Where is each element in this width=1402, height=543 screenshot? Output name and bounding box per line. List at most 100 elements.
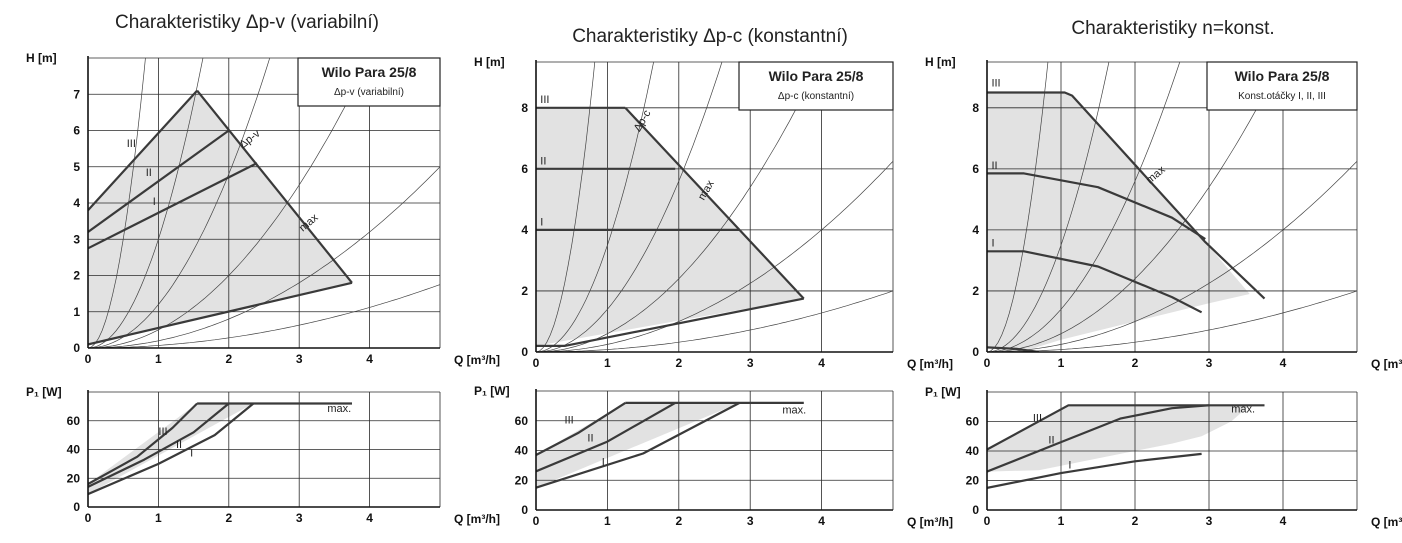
operating-region-fill — [536, 107, 804, 346]
curve-label: max. — [327, 403, 351, 415]
y-axis-label: P₁ [W] — [26, 385, 62, 399]
y-axis-label: P₁ [W] — [474, 384, 510, 398]
system-curve — [987, 62, 1181, 352]
system-curve — [88, 58, 370, 348]
x-tick-label: 1 — [1058, 356, 1065, 370]
series-line-min — [987, 346, 1039, 352]
curve-label: I — [153, 196, 156, 208]
y-tick-label: 0 — [972, 503, 979, 517]
series-line-ii — [987, 172, 1206, 241]
x-tick-label: 4 — [818, 514, 825, 528]
y-tick-label: 40 — [67, 443, 81, 457]
system-curve — [536, 290, 893, 352]
y-tick-label: 40 — [966, 444, 980, 458]
y-tick-label: 20 — [966, 474, 980, 488]
x-tick-label: 0 — [85, 352, 92, 366]
series-line-ii — [88, 402, 230, 488]
y-axis-label: P₁ [W] — [925, 385, 961, 399]
y-tick-label: 20 — [67, 471, 81, 485]
x-tick-label: 0 — [533, 356, 540, 370]
series-line-min — [536, 297, 805, 347]
y-tick-label: 4 — [521, 223, 528, 237]
x-tick-label: 3 — [747, 514, 754, 528]
x-tick-label: 2 — [1132, 514, 1139, 528]
curve-label: max. — [782, 404, 806, 416]
curve-label: I — [602, 456, 605, 468]
series-line-i — [88, 162, 258, 250]
y-tick-label: 2 — [521, 284, 528, 298]
y-tick-label: 0 — [521, 503, 528, 517]
legend-subtitle: Δp-v (variabilní) — [334, 87, 404, 98]
y-tick-label: 60 — [966, 415, 980, 429]
x-axis-label: Q [m³/h] — [1371, 357, 1402, 371]
series-line-ii — [987, 404, 1210, 473]
x-axis-label: Q [m³/h] — [907, 515, 953, 529]
y-tick-label: 2 — [73, 269, 80, 283]
y-tick-label: 4 — [972, 223, 979, 237]
y-tick-label: 60 — [515, 414, 529, 428]
legend-subtitle: Δp-c (konstantní) — [778, 91, 854, 102]
x-tick-label: 3 — [1206, 356, 1213, 370]
x-tick-label: 0 — [984, 356, 991, 370]
x-tick-label: 1 — [1058, 514, 1065, 528]
series-line-iii — [88, 89, 198, 212]
legend-title: Wilo Para 25/8 — [322, 64, 417, 80]
series-line-i — [88, 402, 255, 496]
y-tick-label: 6 — [521, 162, 528, 176]
x-axis-label: Q [m³/h] — [454, 353, 500, 367]
series-line-max — [624, 107, 805, 300]
system-curve — [987, 62, 1282, 352]
curve-label: II — [587, 433, 593, 445]
legend-title: Wilo Para 25/8 — [769, 68, 864, 84]
system-curve — [536, 62, 723, 352]
series-line-i — [987, 452, 1202, 489]
curve-label: I — [540, 216, 543, 228]
series-line-i — [987, 250, 1203, 314]
x-tick-label: 4 — [1280, 514, 1287, 528]
x-tick-label: 0 — [984, 514, 991, 528]
curve-label: II — [540, 155, 546, 167]
x-tick-label: 1 — [155, 352, 162, 366]
curve-label: II — [1048, 435, 1054, 447]
x-tick-label: 4 — [366, 352, 373, 366]
system-curve — [987, 160, 1357, 352]
x-tick-label: 2 — [225, 352, 232, 366]
operating-region-fill — [88, 90, 352, 345]
chart-title-dpv: Charakteristiky Δp-v (variabilní) — [115, 12, 379, 33]
y-tick-label: 60 — [67, 414, 81, 428]
system-curve — [536, 160, 893, 352]
y-axis-label: H [m] — [925, 55, 956, 69]
system-curve — [987, 290, 1357, 352]
x-tick-label: 3 — [296, 511, 303, 525]
x-tick-label: 1 — [155, 511, 162, 525]
legend-box-1: Wilo Para 25/8 Δp-c (konstantní) — [738, 61, 894, 111]
legend-frame — [297, 57, 441, 107]
curve-label: III — [127, 138, 136, 150]
chart-title-nconst: Charakteristiky n=konst. — [1071, 18, 1274, 39]
y-tick-label: 7 — [73, 87, 80, 101]
y-axis-label: H [m] — [474, 55, 505, 69]
system-curve — [88, 284, 440, 348]
x-axis-label: Q [m³/h] — [454, 512, 500, 526]
curve-label: max. — [1231, 404, 1255, 416]
legend-box-2: Wilo Para 25/8 Konst.otáčky I, II, III — [1206, 61, 1358, 111]
operating-region-fill — [536, 402, 740, 488]
x-axis-label: Q [m³/h] — [1371, 515, 1402, 529]
y-tick-label: 4 — [73, 196, 80, 210]
legend-frame — [738, 61, 894, 111]
y-tick-label: 40 — [515, 444, 529, 458]
curve-label: III — [1033, 413, 1042, 425]
x-tick-label: 0 — [85, 511, 92, 525]
curve-label: II — [176, 439, 182, 451]
x-tick-label: 3 — [1206, 514, 1213, 528]
x-tick-label: 1 — [604, 356, 611, 370]
x-tick-label: 0 — [533, 514, 540, 528]
y-tick-label: 6 — [972, 162, 979, 176]
curve-label: I — [1068, 460, 1071, 472]
y-tick-label: 20 — [515, 473, 529, 487]
system-curve — [536, 62, 654, 352]
y-tick-label: 3 — [73, 232, 80, 246]
y-tick-label: 8 — [521, 101, 528, 115]
